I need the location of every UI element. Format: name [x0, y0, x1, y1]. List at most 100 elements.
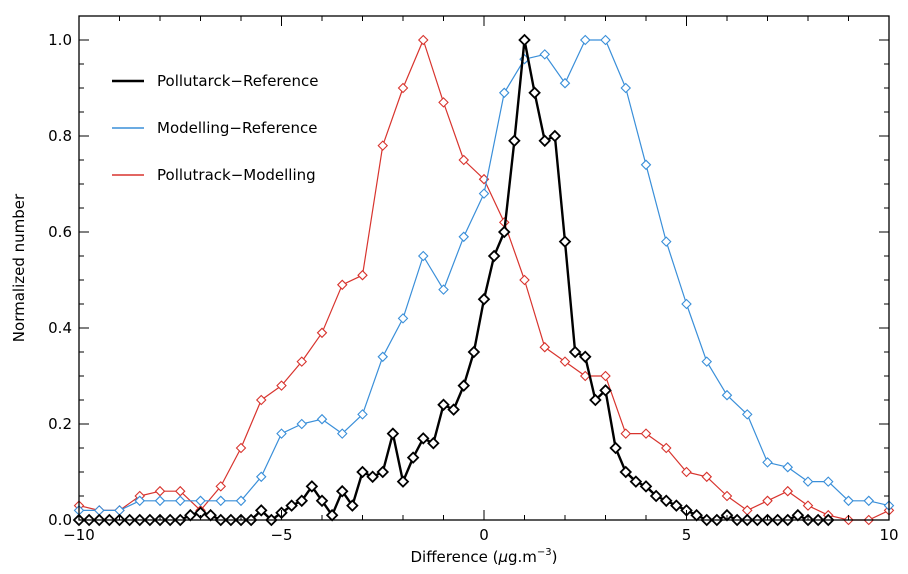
data-point [316, 327, 328, 339]
y-tick-label: 0.4 [48, 319, 72, 337]
y-tick-label: 0.0 [48, 511, 72, 529]
data-point [296, 356, 308, 367]
data-point [438, 97, 449, 108]
data-point [802, 500, 814, 511]
data-point [620, 428, 632, 439]
data-point [498, 87, 510, 99]
data-point [255, 394, 267, 406]
x-tick-label: −10 [63, 526, 95, 544]
data-point [195, 495, 206, 507]
y-tick-label: 0.6 [48, 223, 72, 241]
data-point [538, 134, 552, 148]
data-point [782, 461, 794, 473]
data-point [487, 249, 501, 263]
data-point [629, 475, 643, 488]
data-point [640, 428, 652, 439]
data-point [458, 231, 470, 243]
data-point [762, 457, 773, 468]
data-point [276, 380, 287, 391]
data-point [134, 495, 146, 507]
legend-label: Pollutarck−Reference [157, 72, 318, 90]
data-point [366, 470, 379, 484]
data-point [357, 409, 368, 420]
x-tick-label: 0 [479, 526, 489, 544]
data-point [416, 432, 430, 445]
data-point [335, 484, 349, 498]
data-point [619, 465, 633, 479]
data-point [681, 298, 692, 310]
data-point [215, 481, 227, 492]
data-point [599, 384, 612, 397]
data-point [568, 345, 582, 359]
data-point [802, 476, 814, 487]
data-point [397, 82, 409, 94]
data-point [356, 465, 369, 479]
ticks-layer [78, 15, 890, 521]
data-point [843, 495, 854, 507]
data-point [863, 495, 875, 507]
data-point [528, 86, 541, 100]
data-point [659, 494, 673, 508]
data-point [336, 428, 348, 439]
data-point [467, 345, 481, 359]
data-point [235, 442, 247, 454]
data-point [640, 159, 652, 171]
x-tick-label: 10 [879, 526, 898, 544]
data-point [477, 292, 491, 306]
data-point [558, 235, 572, 248]
data-point [600, 370, 611, 382]
data-point [285, 499, 298, 512]
data-point [701, 471, 713, 483]
data-point [417, 34, 429, 46]
data-point [295, 494, 309, 508]
x-axis-title-sup: −3 [537, 547, 552, 558]
data-point [255, 471, 267, 483]
tick-labels-layer: −10 −5 0 5 10 0.0 0.2 0.4 0.6 0.8 1.0 [48, 31, 898, 544]
data-point [438, 284, 449, 295]
data-point [600, 34, 611, 46]
data-point [578, 350, 592, 364]
data-point [660, 236, 672, 247]
y-axis-title: Normalized number [10, 193, 28, 342]
data-point [315, 494, 329, 508]
data-point [316, 413, 328, 425]
data-point [822, 476, 834, 487]
data-point [215, 495, 227, 507]
data-point [762, 495, 773, 507]
data-point [579, 34, 591, 46]
series-1 [73, 34, 895, 516]
data-point [741, 409, 753, 420]
x-axis-title-mu: μ [497, 548, 508, 566]
x-axis-title-post: ) [552, 548, 558, 566]
data-point [447, 403, 460, 416]
x-tick-label: −5 [270, 526, 292, 544]
data-point [427, 436, 440, 450]
data-point [660, 442, 672, 454]
legend: Pollutarck−Reference Modelling−Reference P… [112, 72, 318, 184]
data-point [296, 418, 308, 430]
data-point [376, 465, 390, 479]
data-point [649, 489, 663, 503]
data-point [396, 475, 410, 488]
data-point [782, 485, 794, 497]
data-point [377, 351, 389, 363]
data-point [721, 490, 733, 502]
data-point [406, 451, 420, 464]
data-point [386, 427, 400, 440]
data-point [357, 269, 368, 281]
data-point [539, 341, 551, 353]
legend-label: Modelling−Reference [157, 119, 318, 137]
data-point [518, 33, 531, 47]
data-point [397, 313, 409, 324]
data-point [377, 140, 389, 151]
data-point [609, 441, 622, 455]
data-point [548, 129, 562, 143]
y-tick-label: 0.8 [48, 127, 72, 145]
data-point [154, 495, 166, 507]
data-point [721, 389, 733, 401]
data-point [559, 77, 571, 89]
data-point [457, 379, 471, 392]
x-axis-title-pre: Difference ( [410, 548, 498, 566]
y-tick-label: 0.2 [48, 415, 72, 433]
